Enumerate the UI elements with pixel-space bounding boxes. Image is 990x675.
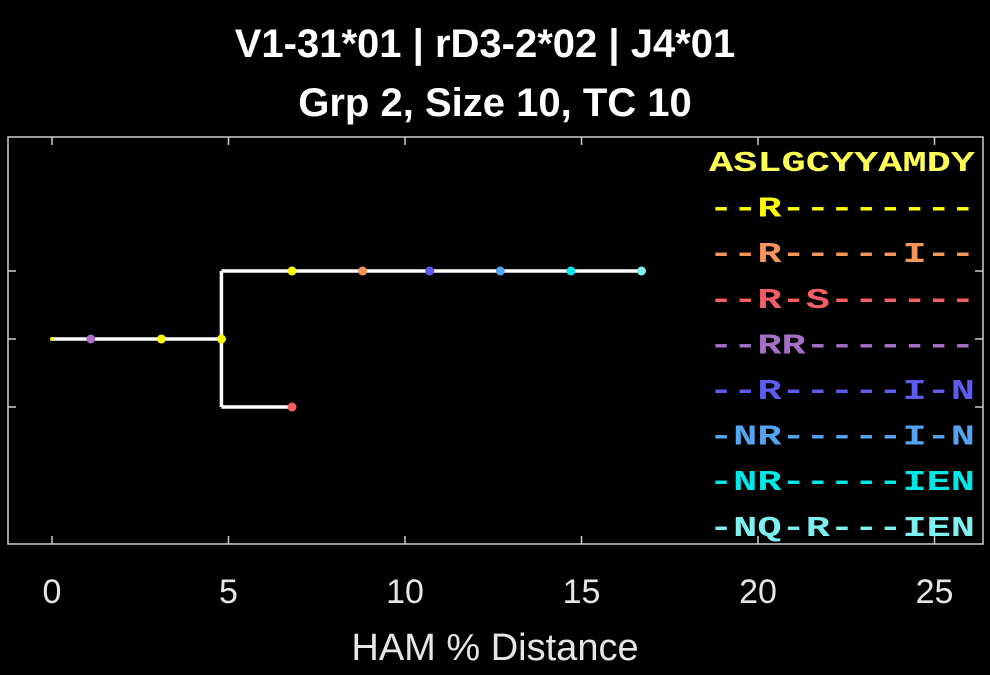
x-tick-label: 5	[219, 573, 238, 611]
tree-node-5	[358, 266, 368, 276]
chart-title: V1-31*01 | rD3-2*02 | J4*01	[235, 22, 736, 66]
sequence-label-1: --R--------	[709, 193, 975, 226]
tree-node-4	[287, 266, 297, 276]
x-tick-label: 0	[43, 573, 62, 611]
sequence-label-3: --R-S------	[709, 284, 975, 317]
sequence-label-7: -NR-----IEN	[709, 466, 975, 499]
tree-node-10	[287, 402, 297, 412]
sequence-label-4: --RR-------	[709, 329, 975, 362]
sequence-label-2: --R-----I--	[709, 238, 975, 271]
sequence-label-6: -NR-----I-N	[709, 421, 975, 454]
tree-nodes	[50, 266, 647, 412]
tree-node-0	[50, 337, 54, 341]
tree-branches	[52, 269, 642, 409]
tick-marks	[8, 137, 983, 544]
chart-subtitle: Grp 2, Size 10, TC 10	[298, 81, 692, 125]
plot-frame	[7, 136, 984, 545]
tree-node-2	[156, 334, 166, 344]
sequence-label-5: --R-----I-N	[709, 375, 975, 408]
x-tick-label: 20	[739, 573, 777, 611]
x-tick-label: 10	[386, 573, 424, 611]
tree-node-8	[566, 266, 576, 276]
tree-node-9	[637, 266, 647, 276]
sequence-legend: ASLGCYYAMDY --R-------- --R-----I-- --R-S--…	[709, 147, 976, 545]
tree-node-7	[495, 266, 505, 276]
sequence-label-0: ASLGCYYAMDY	[709, 147, 976, 180]
x-tick-labels: 0 5 10 15 20 25	[43, 573, 954, 611]
tree-node-6	[425, 266, 435, 276]
tree-node-1	[86, 334, 96, 344]
x-axis-label: HAM % Distance	[351, 627, 638, 669]
x-tick-label: 25	[916, 573, 954, 611]
x-tick-label: 15	[563, 573, 601, 611]
sequence-label-8: -NQ-R---IEN	[709, 512, 975, 545]
tree-node-3	[216, 334, 226, 344]
